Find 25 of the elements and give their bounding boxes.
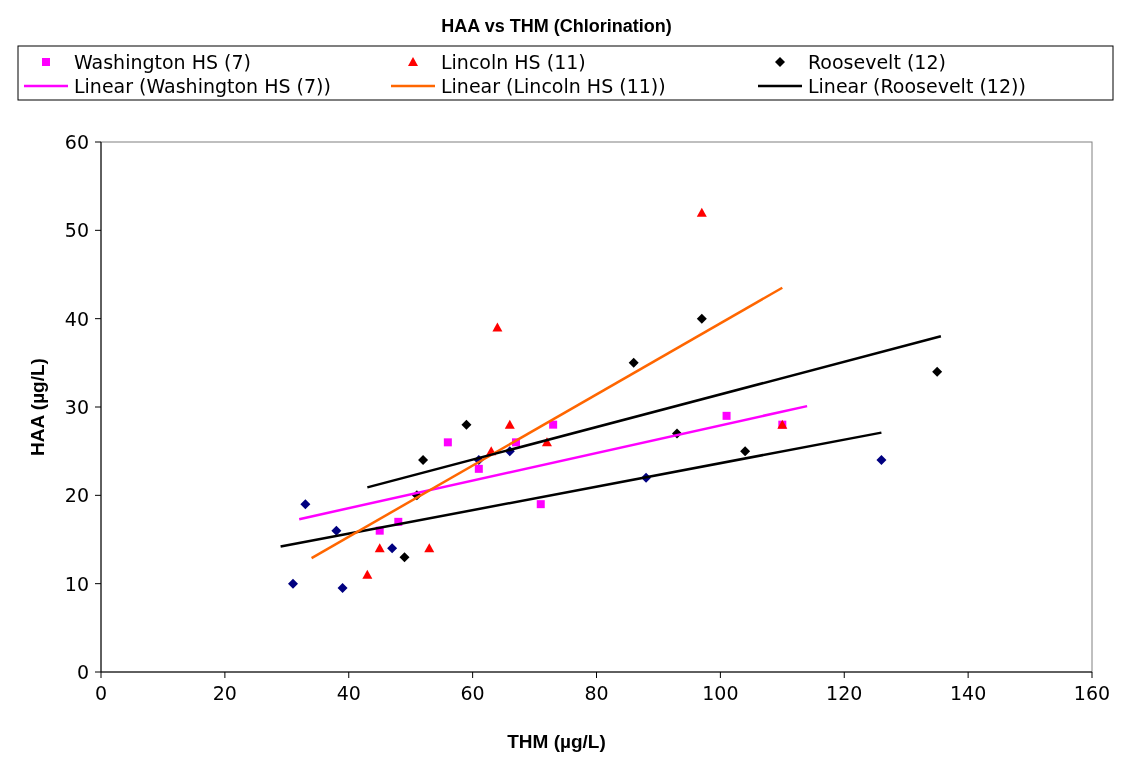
legend-label: Linear (Lincoln HS (11)) <box>441 75 666 97</box>
x-tick-label: 140 <box>949 682 987 704</box>
x-tick-label: 20 <box>212 682 237 704</box>
y-tick-label: 30 <box>64 396 89 418</box>
x-tick-label: 100 <box>702 682 739 704</box>
x-tick-label: 120 <box>826 682 863 704</box>
x-tick-label: 160 <box>1073 682 1111 704</box>
legend-label: Lincoln HS (11) <box>441 51 586 73</box>
y-tick-label: 50 <box>64 219 89 242</box>
y-tick-label: 40 <box>64 307 89 330</box>
y-tick-label: 0 <box>76 661 89 683</box>
x-axis-title: THM (µg/L) <box>507 731 606 752</box>
chart-title: HAA vs THM (Chlorination) <box>441 16 672 36</box>
x-tick-label: 40 <box>336 682 361 704</box>
y-axis-title: HAA (µg/L) <box>27 358 48 456</box>
legend-label: Washington HS (7) <box>74 51 251 73</box>
y-tick-label: 60 <box>64 131 89 153</box>
x-tick-label: 80 <box>584 682 609 704</box>
y-tick-label: 10 <box>64 572 89 595</box>
legend-label: Roosevelt (12) <box>808 51 946 73</box>
x-tick-label: 0 <box>94 682 108 704</box>
x-tick-label: 60 <box>460 682 485 704</box>
y-tick-label: 20 <box>64 484 89 507</box>
legend-label: Linear (Washington HS (7)) <box>74 75 331 97</box>
legend-label: Linear (Roosevelt (12)) <box>808 75 1026 97</box>
